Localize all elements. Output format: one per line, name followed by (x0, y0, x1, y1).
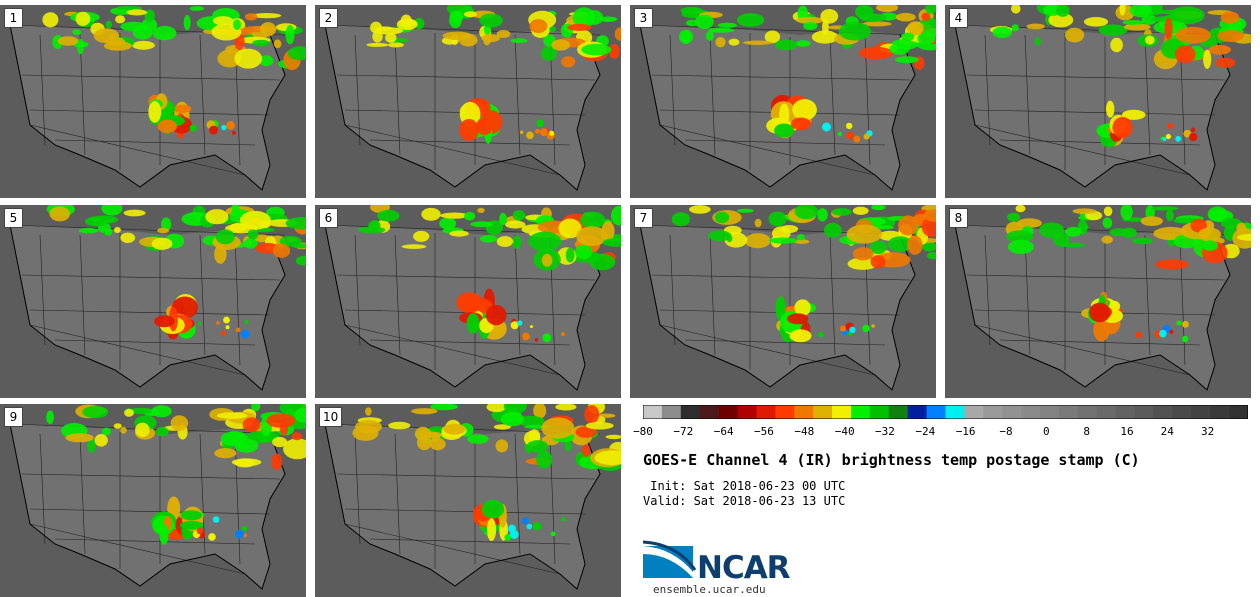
colorbar-swatch (737, 405, 757, 419)
ncar-wordmark: NCAR (697, 550, 791, 586)
colorbar-swatch (680, 405, 701, 419)
cloud-tops (46, 205, 306, 340)
satellite-map (0, 205, 306, 398)
colorbar-tick: −48 (794, 425, 815, 438)
colorbar-swatch (1229, 405, 1248, 419)
colorbar-tick-labels: −80 −72 −64 −56 −48 −40 −32 −24 −16 −8 0 8 16 24 32 (633, 425, 1260, 439)
colorbar-tick: −56 (754, 425, 774, 438)
panel-number-label: 6 (319, 208, 338, 228)
colorbar-tick: −32 (875, 425, 895, 438)
colorbar-tick: −24 (915, 425, 936, 438)
colorbar-swatch (1040, 405, 1060, 419)
colorbar-swatch (926, 405, 946, 419)
satellite-map (315, 5, 621, 198)
colorbar-swatch (1172, 405, 1192, 419)
map-panel-1: 1 (0, 5, 306, 198)
satellite-map (315, 404, 621, 597)
colorbar-tick: 16 (1120, 425, 1134, 438)
colorbar-swatch (775, 405, 795, 419)
cloud-tops (358, 205, 621, 343)
satellite-map (630, 205, 936, 398)
colorbar-swatch (869, 405, 890, 419)
colorbar-swatch (1134, 405, 1154, 419)
colorbar-tick: −40 (834, 425, 855, 438)
cloud-tops (42, 5, 306, 139)
chart-title: GOES-E Channel 4 (IR) brightness temp po… (643, 451, 1140, 469)
satellite-map (315, 205, 621, 398)
satellite-map (945, 5, 1251, 198)
satellite-map (0, 5, 306, 198)
colorbar-swatch (813, 405, 833, 419)
temperature-colorbar (643, 405, 1248, 419)
map-panel-8: 8 (945, 205, 1251, 398)
colorbar-swatch (907, 405, 927, 419)
satellite-map (945, 205, 1251, 398)
map-panel-4: 4 (945, 5, 1251, 198)
colorbar-swatch (964, 405, 984, 419)
colorbar-swatch (888, 405, 908, 419)
colorbar-swatch (983, 405, 1003, 419)
colorbar-swatch (699, 405, 719, 419)
panel-number-label: 8 (949, 208, 968, 228)
panel-number-label: 7 (634, 208, 653, 228)
colorbar-tick: −72 (673, 425, 694, 438)
panel-number-label: 9 (4, 407, 23, 427)
colorbar-swatch (1153, 405, 1173, 419)
map-panel-7: 7 (630, 205, 936, 398)
colorbar-tick: 24 (1160, 425, 1174, 438)
site-url: ensemble.ucar.edu (653, 583, 766, 596)
colorbar-swatch (1096, 405, 1116, 419)
map-panel-2: 2 (315, 5, 621, 198)
map-panel-9: 9 (0, 404, 306, 597)
map-panel-10: 10 (315, 404, 621, 597)
cloud-tops (989, 5, 1251, 148)
colorbar-swatch (661, 405, 682, 419)
map-panel-3: 3 (630, 5, 936, 198)
cloud-tops (352, 404, 621, 542)
colorbar-swatch (1021, 405, 1041, 419)
cloud-tops (46, 404, 306, 545)
colorbar-swatch (794, 405, 814, 419)
init-time: Init: Sat 2018-06-23 00 UTC (643, 479, 846, 493)
panel-number-label: 1 (4, 8, 23, 28)
map-panel-6: 6 (315, 205, 621, 398)
cloud-tops (671, 205, 936, 343)
colorbar-swatch (718, 405, 738, 419)
colorbar-swatch (945, 405, 965, 419)
map-panel-5: 5 (0, 205, 306, 398)
colorbar-tick: 32 (1200, 425, 1215, 438)
colorbar-tick: −64 (713, 425, 734, 438)
satellite-map (0, 404, 306, 597)
satellite-map (630, 5, 936, 198)
colorbar-swatch (832, 405, 852, 419)
colorbar-swatch (756, 405, 776, 419)
colorbar-swatch (1210, 405, 1230, 419)
panel-number-label: 10 (319, 407, 343, 427)
colorbar-swatch (1002, 405, 1022, 419)
colorbar-swatch (1115, 405, 1135, 419)
panel-number-label: 3 (634, 8, 653, 28)
colorbar-swatch (1058, 405, 1079, 419)
panel-number-label: 5 (4, 208, 23, 228)
colorbar-tick: −8 (999, 425, 1013, 438)
colorbar-tick: 8 (1083, 425, 1090, 438)
colorbar-swatch (1191, 405, 1211, 419)
cloud-tops (679, 5, 936, 143)
colorbar-tick: 0 (1042, 425, 1050, 438)
colorbar-swatch (643, 405, 663, 419)
panel-number-label: 2 (319, 8, 338, 28)
colorbar-tick: −80 (633, 425, 653, 438)
valid-time: Valid: Sat 2018-06-23 13 UTC (643, 494, 846, 508)
cloud-tops (1005, 205, 1251, 343)
colorbar-swatch (1077, 405, 1098, 419)
cloud-tops (366, 5, 621, 144)
colorbar-swatch (850, 405, 871, 419)
panel-number-label: 4 (949, 8, 968, 28)
ncar-logo-icon (643, 540, 697, 578)
colorbar-tick: −16 (955, 425, 976, 438)
